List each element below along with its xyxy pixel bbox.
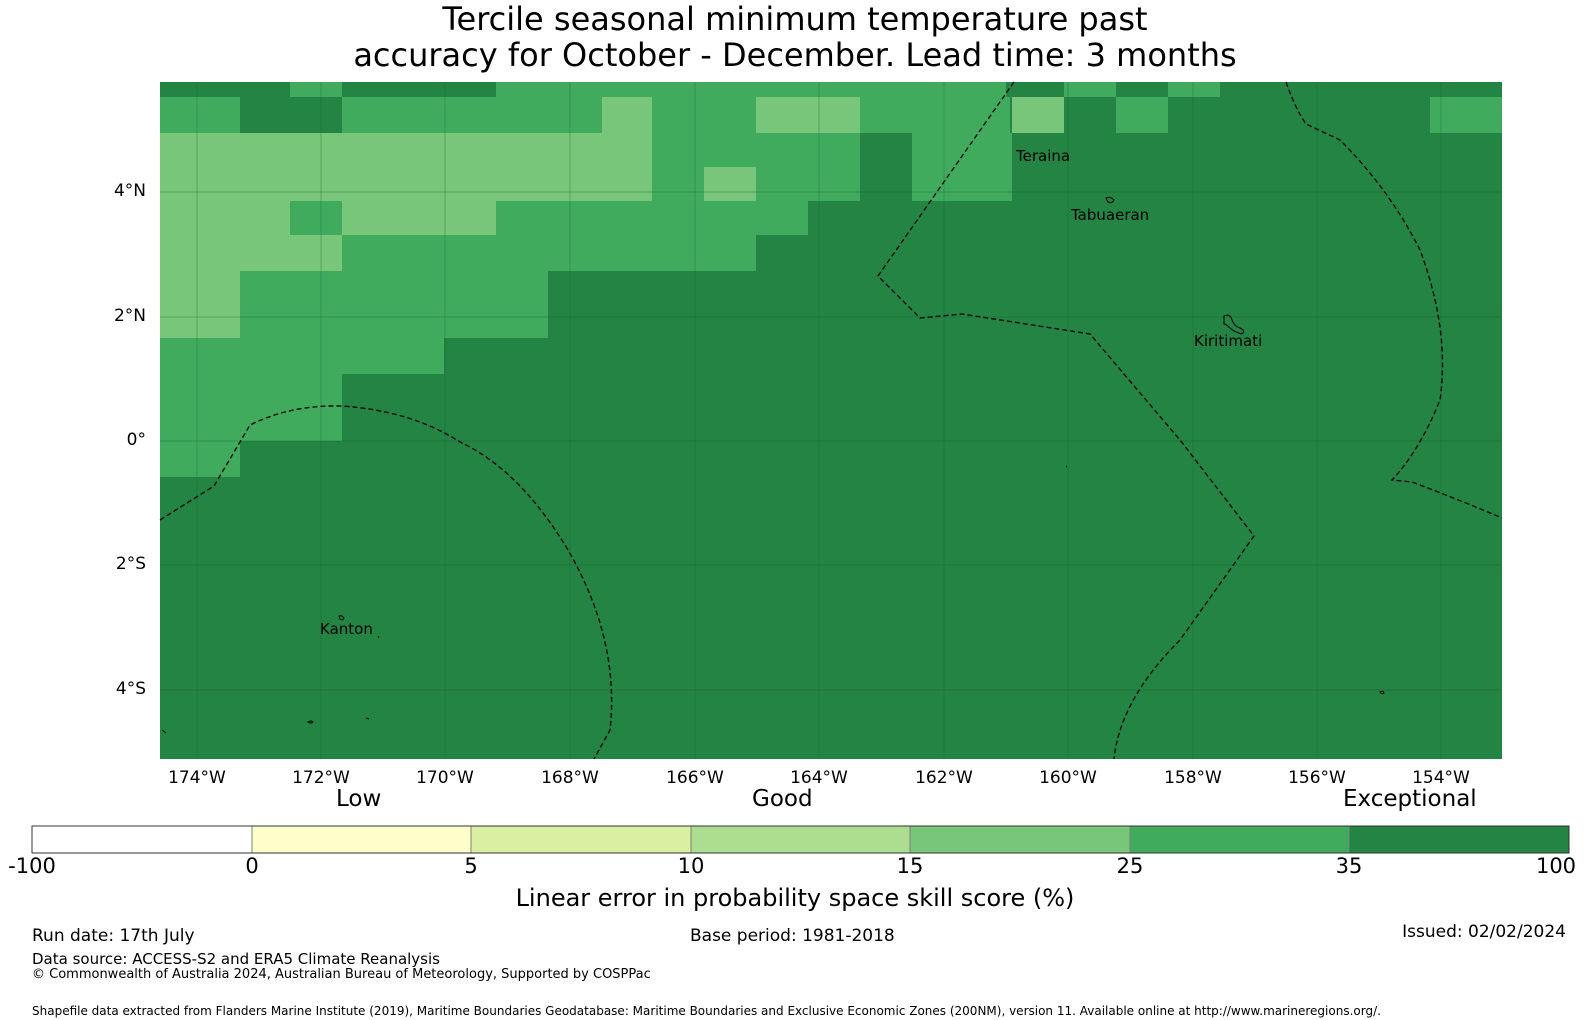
x-tick-168w: 168°W — [541, 768, 599, 788]
colorbar-frame — [31, 825, 1570, 854]
skill-cells-25-35 — [160, 82, 1502, 477]
x-tick-172w: 172°W — [292, 768, 350, 788]
x-tick-174w: 174°W — [168, 768, 226, 788]
x-tick-162w: 162°W — [915, 768, 973, 788]
base-period: Base period: 1981-2018 — [690, 926, 895, 946]
y-tick-4n: 4°N — [113, 181, 146, 201]
place-label-kanton: Kanton — [320, 620, 373, 638]
colorbar-segment-3 — [471, 826, 691, 853]
colorbar-tick: 0 — [245, 854, 259, 878]
tabuaeran-island — [1105, 196, 1115, 204]
category-label-low: Low — [336, 786, 382, 812]
colorbar-segment-5 — [910, 826, 1130, 853]
colorbar-tick: 100 — [1535, 854, 1577, 878]
map-plot-area: Teraina Tabuaeran Kiritimati Kanton — [159, 81, 1503, 760]
y-tick-2s: 2°S — [115, 554, 146, 574]
colorbar-segment-1 — [32, 826, 252, 853]
eez-boundaries — [159, 81, 1503, 760]
y-tick-0: 0° — [126, 430, 146, 450]
x-tick-160w: 160°W — [1039, 768, 1097, 788]
map-title-line2: accuracy for October - December. Lead ti… — [353, 36, 1237, 74]
colorbar-segment-7 — [1349, 826, 1569, 853]
colorbar-label: Linear error in probability space skill … — [515, 884, 1075, 912]
colorbar-tick: 10 — [677, 854, 705, 878]
x-tick-170w: 170°W — [416, 768, 474, 788]
issued-date: Issued: 02/02/2024 — [1402, 922, 1566, 942]
kanton-island — [338, 615, 345, 621]
colorbar-segment-2 — [252, 826, 471, 853]
skill-cells-15-25 — [160, 97, 1064, 338]
x-tick-166w: 166°W — [666, 768, 724, 788]
colorbar-tick: 25 — [1116, 854, 1144, 878]
colorbar-tick: 5 — [464, 854, 478, 878]
place-label-kiritimati: Kiritimati — [1194, 332, 1262, 350]
run-date: Run date: 17th July — [32, 926, 195, 946]
colorbar-segment-6 — [1130, 826, 1349, 853]
map-title-line1: Tercile seasonal minimum temperature pas… — [442, 0, 1148, 38]
colorbar — [31, 825, 1570, 854]
place-label-tabuaeran: Tabuaeran — [1070, 206, 1149, 224]
island-outlines — [161, 196, 1385, 734]
x-tick-156w: 156°W — [1288, 768, 1346, 788]
category-label-exceptional: Exceptional — [1343, 786, 1477, 812]
colorbar-tick: 15 — [896, 854, 924, 878]
colorbar-segment-4 — [691, 826, 910, 853]
map-gridlines — [160, 82, 1502, 759]
y-tick-2n: 2°N — [113, 306, 146, 326]
y-tick-4s: 4°S — [115, 679, 146, 699]
x-tick-154w: 154°W — [1412, 768, 1470, 788]
copyright: © Commonwealth of Australia 2024, Austra… — [32, 967, 651, 982]
shapefile-credit: Shapefile data extracted from Flanders M… — [32, 1004, 1381, 1018]
x-tick-158w: 158°W — [1164, 768, 1222, 788]
category-label-good: Good — [752, 786, 813, 812]
colorbar-tick: -100 — [8, 854, 56, 878]
kiritimati-island — [1223, 314, 1245, 335]
data-source: Data source: ACCESS-S2 and ERA5 Climate … — [32, 950, 440, 968]
place-label-teraina: Teraina — [1015, 147, 1070, 165]
x-tick-164w: 164°W — [790, 768, 848, 788]
colorbar-tick: 35 — [1335, 854, 1363, 878]
